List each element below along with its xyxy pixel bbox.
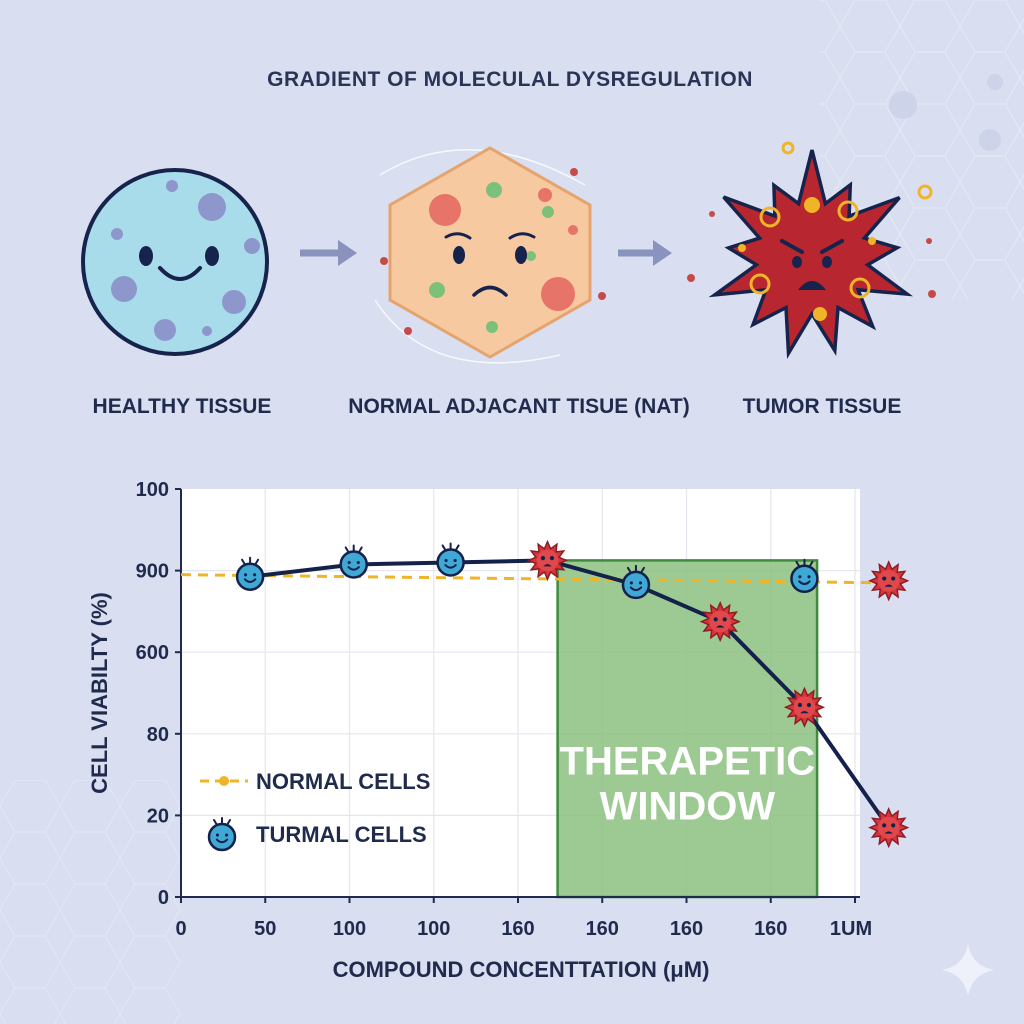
tumor-cell-marker-icon [783, 686, 826, 728]
legend: NORMAL CELLS TURMAL CELLS [200, 769, 430, 852]
tumor-cell-marker-icon [526, 539, 569, 582]
legend-normal-dot [219, 776, 229, 786]
legend-entry-tumor: TURMAL CELLS [256, 822, 427, 847]
decor-bubble [979, 129, 1001, 151]
y-axis-label: CELL VIABILTY (%) [87, 592, 112, 794]
x-tick-label: 160 [586, 918, 619, 940]
normal-cell-marker-icon [235, 556, 265, 591]
tumor-cell-marker-icon [868, 807, 910, 849]
x-tick-label: 0 [175, 918, 186, 940]
x-axis-label: COMPOUND CONCENTTATION (μM) [333, 957, 710, 982]
arrow-icon [300, 240, 357, 266]
y-tick-label: 0 [158, 887, 169, 909]
stressed-cell-icon [374, 146, 606, 364]
hex-pattern-bottom [0, 780, 180, 1024]
decor-bubble [889, 91, 917, 119]
x-tick-label: 1UM [830, 918, 872, 940]
normal-cell-marker-icon [790, 558, 819, 594]
arrow-icon [618, 240, 672, 266]
x-tick-label: 160 [670, 918, 703, 940]
legend-smiley-icon [207, 817, 237, 852]
normal-cell-marker-icon [621, 564, 651, 600]
tumor-cell-icon [687, 141, 936, 359]
normal-cell-marker-icon [339, 544, 368, 579]
stage-label-tumor: TUMOR TISSUE [743, 395, 902, 418]
sparkle-icon [942, 944, 994, 996]
y-tick-label: 80 [147, 724, 169, 746]
therapeutic-window-label-line1: THERAPETIC [560, 740, 816, 784]
x-tick-label: 100 [417, 918, 450, 940]
therapeutic-window [556, 559, 819, 899]
figure-title: GRADIENT OF MOLECULAL DYSREGULATION [267, 68, 753, 91]
tumor-cell-marker-icon [868, 560, 910, 602]
stage-label-nat: NORMAL ADJACANT TISUE (NAT) [348, 395, 689, 418]
therapeutic-window-label-line2: WINDOW [600, 784, 776, 828]
y-tick-label: 600 [136, 642, 169, 664]
x-tick-label: 160 [754, 918, 787, 940]
stage-label-healthy: HEALTHY TISSUE [93, 395, 272, 418]
x-tick-label: 50 [254, 918, 276, 940]
normal-cell-marker-icon [436, 542, 465, 577]
series-line-tumor [249, 558, 891, 829]
tumor-cell-marker-icon [699, 600, 741, 643]
y-tick-label: 100 [136, 479, 169, 501]
decor-bubble [987, 74, 1003, 90]
legend-entry-normal: NORMAL CELLS [256, 769, 430, 794]
healthy-cell-icon [81, 168, 269, 356]
x-tick-label: 160 [501, 918, 534, 940]
y-tick-label: 900 [136, 561, 169, 583]
x-tick-label: 100 [333, 918, 366, 940]
y-tick-label: 20 [147, 805, 169, 827]
